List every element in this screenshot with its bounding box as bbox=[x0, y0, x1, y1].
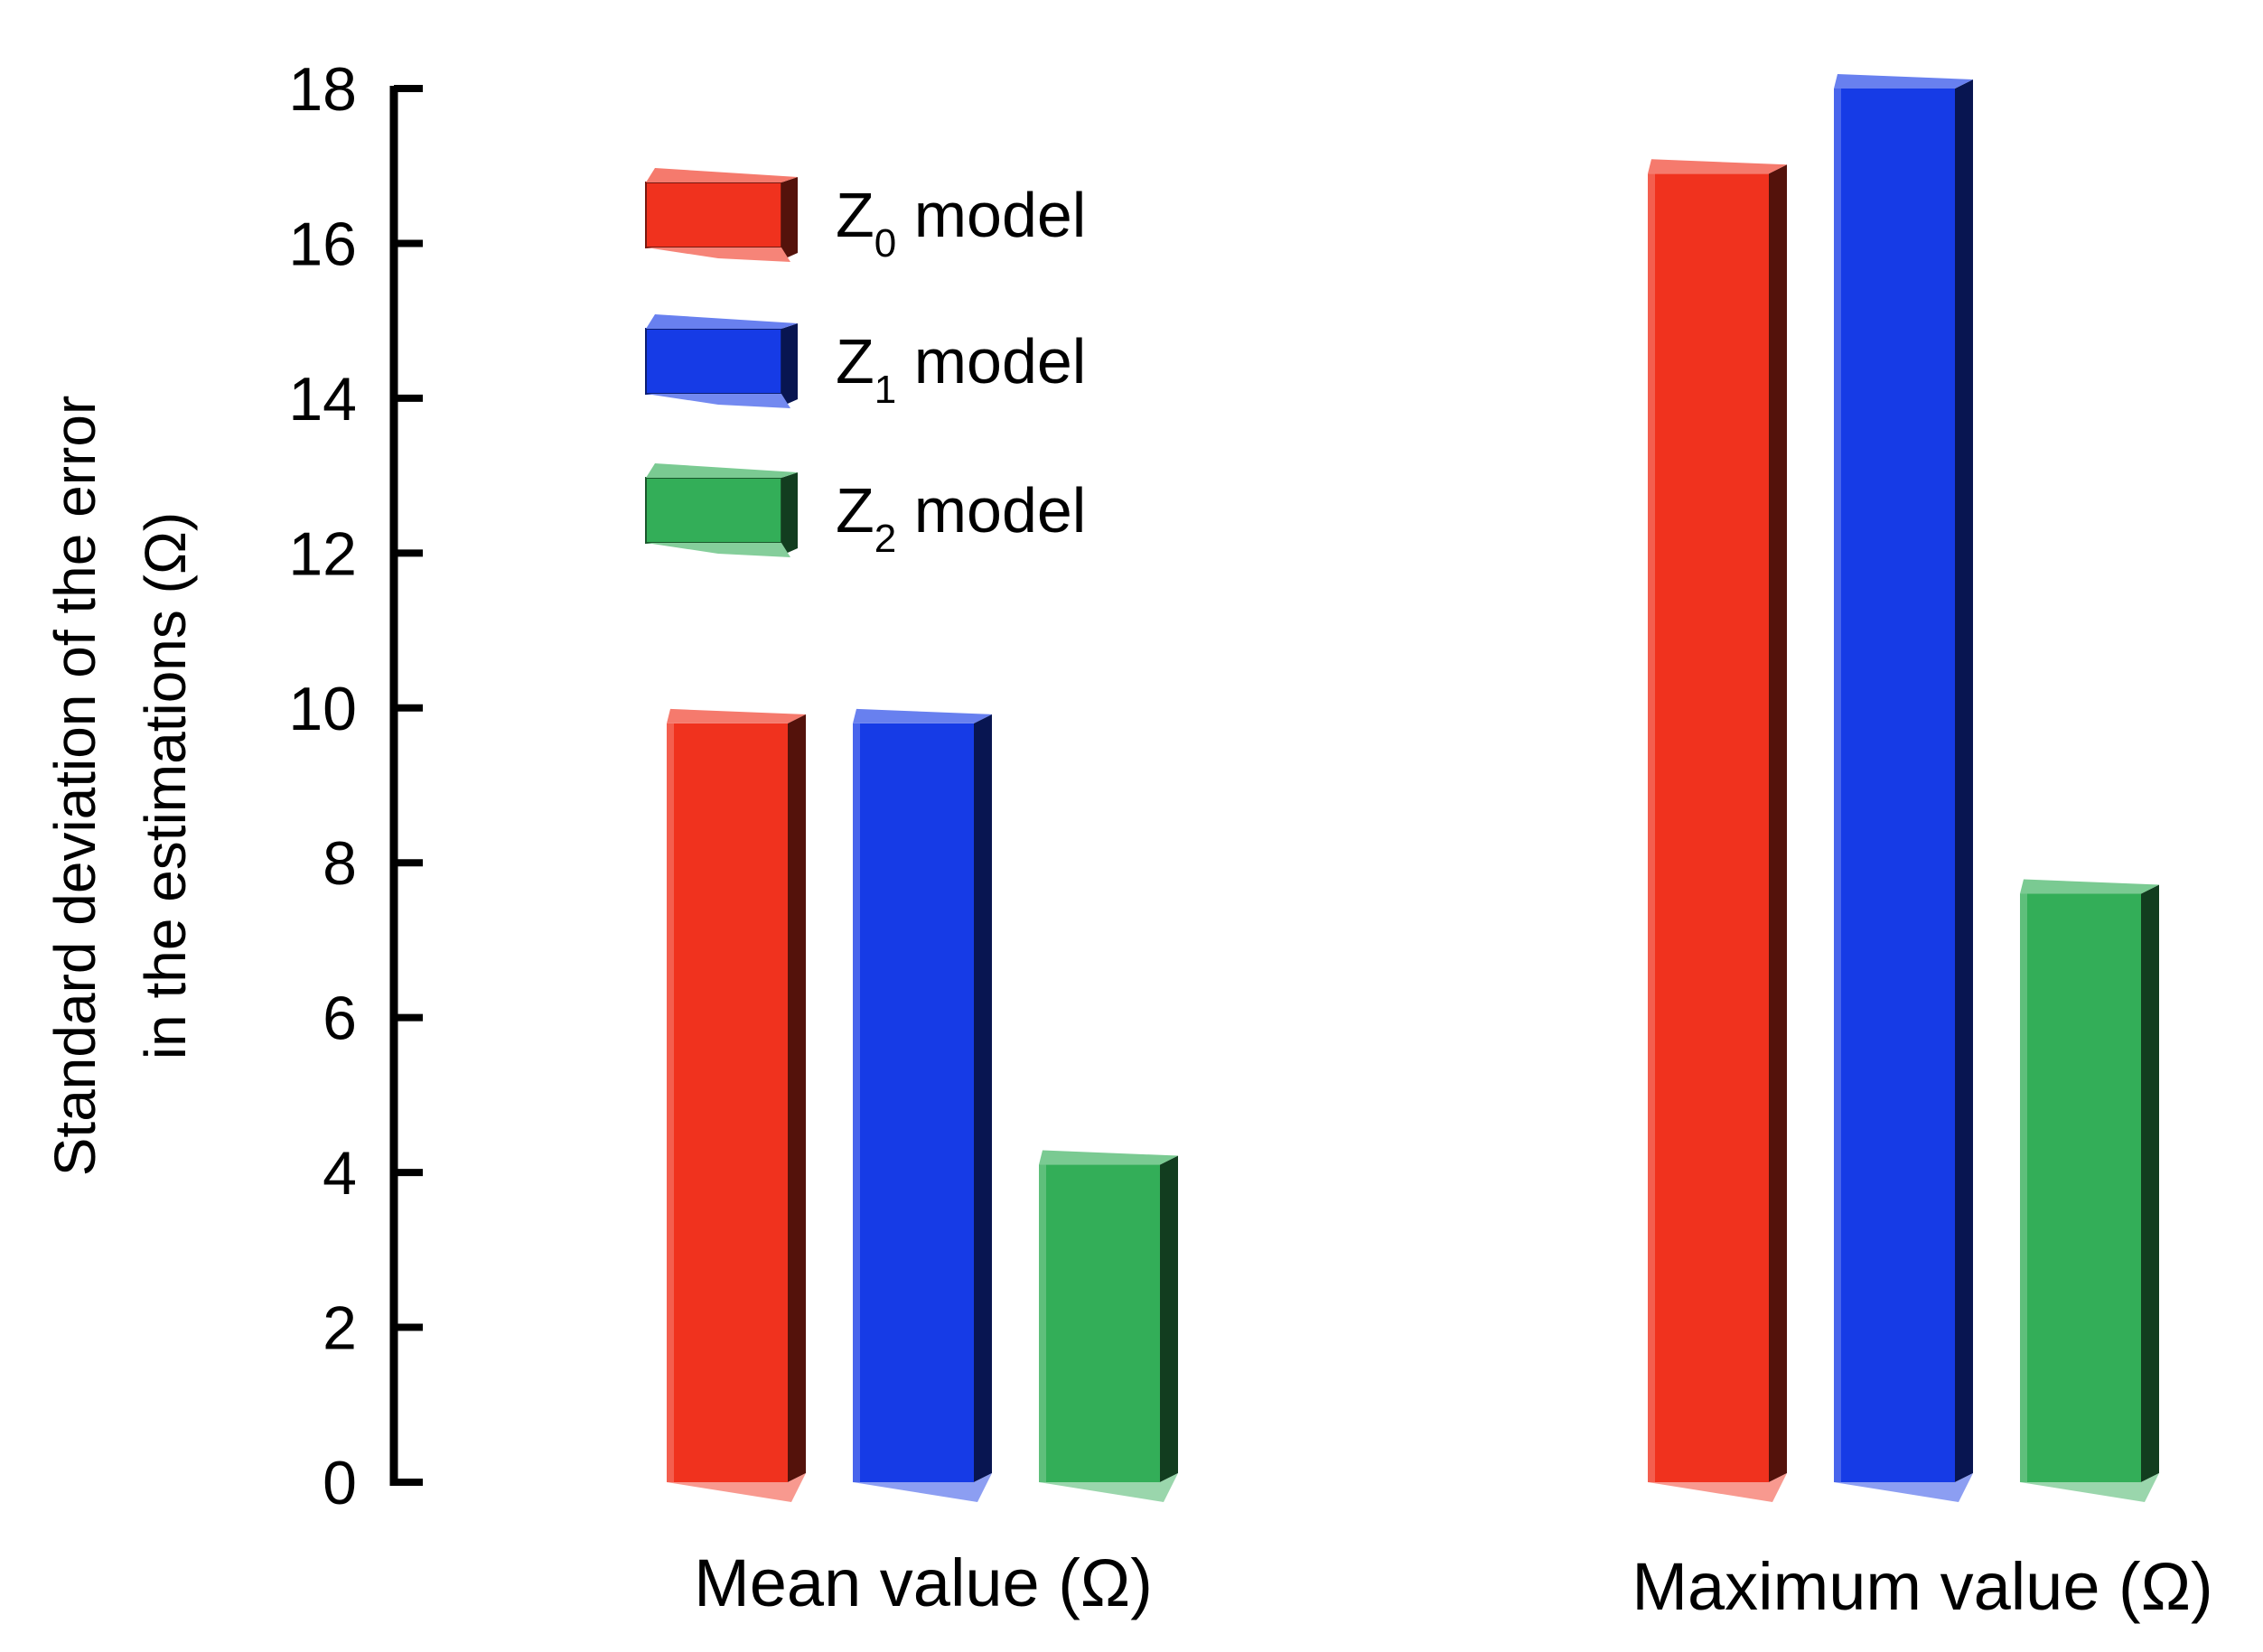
bar-z1-cat-1-front bbox=[1834, 89, 1955, 1482]
bar-z1-cat-1-side bbox=[1955, 79, 1973, 1482]
y-tick-label-2: 2 bbox=[323, 1294, 357, 1363]
bar-z1-cat-1-base bbox=[1834, 1473, 1973, 1502]
legend-item-z1: Z1 model bbox=[645, 314, 1086, 412]
bar-z1-cat-0-edge bbox=[853, 723, 860, 1482]
legend-swatch-front bbox=[645, 328, 782, 395]
bar-z0-cat-1-top bbox=[1648, 159, 1787, 174]
bar-z0-cat-0 bbox=[667, 708, 806, 1502]
legend-label-base: Z bbox=[836, 326, 874, 397]
bar-z2-cat-0-edge bbox=[1039, 1164, 1046, 1482]
bar-z2-cat-0 bbox=[1039, 1150, 1178, 1502]
legend-swatch-side bbox=[781, 323, 798, 406]
bar-z0-cat-1-edge bbox=[1648, 173, 1655, 1483]
y-tick-label-8: 8 bbox=[323, 829, 357, 898]
bar-z2-cat-1-edge bbox=[2020, 893, 2027, 1482]
y-axis-title: Standard deviation of the error in the e… bbox=[42, 396, 198, 1177]
bar-z0-cat-0-top bbox=[667, 708, 806, 723]
legend-label-subscript: 2 bbox=[874, 517, 896, 561]
legend-item-z0: Z0 model bbox=[645, 168, 1086, 266]
legend-label-subscript: 0 bbox=[874, 221, 896, 266]
y-tick-label-0: 0 bbox=[323, 1449, 357, 1517]
legend-label-z2: Z2 model bbox=[836, 475, 1086, 561]
bar-z2-cat-1-front bbox=[2020, 893, 2141, 1482]
bar-z2-cat-0-side bbox=[1160, 1155, 1178, 1482]
legend-swatch-side bbox=[781, 472, 798, 555]
legend-swatch-top bbox=[646, 463, 798, 478]
bar-z2-cat-1 bbox=[2020, 879, 2159, 1502]
y-tick-label-12: 12 bbox=[288, 519, 357, 588]
bar-z0-cat-1-base bbox=[1648, 1473, 1787, 1502]
legend-swatch-front bbox=[645, 182, 782, 248]
legend-label-suffix: model bbox=[896, 475, 1086, 546]
legend-label-z1: Z1 model bbox=[836, 326, 1086, 412]
y-axis-title-line-2: in the estimations (Ω) bbox=[133, 512, 198, 1059]
bar-z1-cat-1 bbox=[1834, 74, 1973, 1502]
legend-label-z0: Z0 model bbox=[836, 180, 1086, 266]
bar-z2-cat-0-front bbox=[1039, 1164, 1160, 1482]
category-label-maximum: Maximum value (Ω) bbox=[1632, 1549, 2212, 1624]
bar-z2-cat-1-side bbox=[2141, 884, 2159, 1482]
bar-z1-cat-1-edge bbox=[1834, 89, 1841, 1482]
bar-z2-cat-1-base bbox=[2020, 1473, 2159, 1502]
y-axis-title-line-1: Standard deviation of the error bbox=[42, 396, 108, 1177]
category-label-mean: Mean value (Ω) bbox=[694, 1545, 1153, 1620]
legend-swatch-top bbox=[646, 314, 798, 329]
y-tick-label-14: 14 bbox=[288, 365, 357, 434]
legend-swatch-z1 bbox=[645, 314, 798, 408]
legend-item-z2: Z2 model bbox=[645, 463, 1086, 561]
bar-z1-cat-0-side bbox=[974, 714, 992, 1482]
bars-group bbox=[667, 74, 2159, 1502]
legend-label-suffix: model bbox=[896, 326, 1086, 397]
bar-z2-cat-0-top bbox=[1039, 1150, 1178, 1165]
legend-swatch-side bbox=[781, 177, 798, 260]
y-tick-label-18: 18 bbox=[288, 55, 357, 124]
y-tick-label-10: 10 bbox=[288, 675, 357, 743]
bar-z0-cat-1 bbox=[1648, 159, 1787, 1502]
bar-z0-cat-1-side bbox=[1769, 164, 1787, 1483]
bar-z0-cat-0-side bbox=[788, 714, 806, 1482]
bar-z1-cat-0-base bbox=[853, 1473, 992, 1502]
legend-swatch-z2 bbox=[645, 463, 798, 557]
bar-z0-cat-0-edge bbox=[667, 723, 674, 1482]
legend-label-suffix: model bbox=[896, 180, 1086, 250]
bar-z1-cat-0-front bbox=[853, 723, 974, 1482]
legend-swatch-base bbox=[646, 247, 790, 262]
y-axis-ticks: 0 2 4 6 8 10 12 14 16 18 bbox=[288, 55, 423, 1517]
bar-z1-cat-0 bbox=[853, 708, 992, 1502]
legend-swatch-z0 bbox=[645, 168, 798, 262]
bar-z2-cat-1-top bbox=[2020, 879, 2159, 894]
y-tick-label-4: 4 bbox=[323, 1139, 357, 1208]
bar-z1-cat-1-top bbox=[1834, 74, 1973, 89]
legend-swatch-front bbox=[645, 477, 782, 544]
legend-label-base: Z bbox=[836, 180, 874, 250]
bar-z0-cat-1-front bbox=[1648, 173, 1769, 1483]
y-tick-label-16: 16 bbox=[288, 210, 357, 278]
legend-swatch-top bbox=[646, 168, 798, 182]
y-tick-label-6: 6 bbox=[323, 985, 357, 1053]
bar-z1-cat-0-top bbox=[853, 708, 992, 723]
bar-z2-cat-0-base bbox=[1039, 1473, 1178, 1502]
legend-swatch-base bbox=[646, 543, 790, 557]
legend-label-base: Z bbox=[836, 475, 874, 546]
legend-label-subscript: 1 bbox=[874, 368, 896, 412]
bar-z0-cat-0-front bbox=[667, 723, 788, 1482]
bar-z0-cat-0-base bbox=[667, 1473, 806, 1502]
legend-swatch-base bbox=[646, 394, 790, 408]
